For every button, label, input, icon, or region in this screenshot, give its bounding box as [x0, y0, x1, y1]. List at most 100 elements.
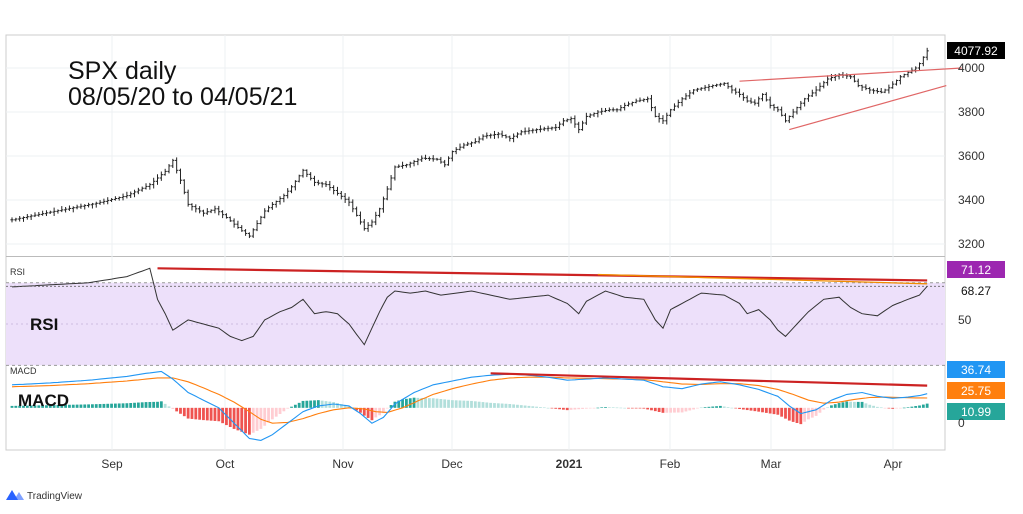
macd-histogram-bar [447, 399, 450, 408]
macd-divergence-line [490, 372, 928, 387]
macd-histogram-bar [776, 407, 780, 415]
macd-histogram-bar [228, 407, 232, 427]
price-bar [657, 112, 661, 123]
price-bar [871, 88, 876, 94]
macd-histogram-bar [366, 407, 370, 418]
price-bar [669, 108, 673, 118]
macd-histogram-bar [730, 407, 734, 409]
macd-histogram-bar [669, 407, 673, 413]
macd-histogram-bar [504, 403, 508, 408]
price-bar [236, 220, 240, 229]
macd-histogram-bar [359, 407, 362, 413]
price-bar [366, 222, 370, 232]
macd-histogram-bar [420, 397, 424, 408]
macd-histogram-bar [588, 407, 592, 409]
price-bar [397, 164, 401, 168]
price-bar [906, 70, 910, 78]
macd-histogram-bar [630, 407, 634, 409]
macd-histogram-bar [41, 405, 45, 408]
price-bar [868, 86, 872, 94]
macd-histogram-bar [833, 404, 837, 408]
price-bar [768, 96, 772, 109]
price-bar [152, 177, 156, 189]
macd-histogram-bar [581, 407, 584, 409]
signal-line-badge [947, 382, 1005, 399]
price-bar [431, 155, 435, 162]
price-bar [435, 157, 439, 161]
price-bar [155, 174, 160, 185]
macd-histogram-bar [190, 407, 194, 419]
macd-histogram-bar [875, 406, 879, 408]
price-bar [661, 115, 665, 124]
price-bar [860, 84, 864, 91]
macd-histogram-bar [906, 407, 910, 408]
macd-histogram-bar [879, 407, 883, 409]
macd-histogram-bar [64, 404, 68, 408]
rsi-last-value: 68.27 [961, 284, 991, 298]
price-bar [764, 92, 768, 102]
macd-histogram-bar [397, 400, 401, 408]
price-bar [550, 126, 554, 131]
macd-histogram-bar [496, 403, 500, 408]
macd-histogram-bar [856, 401, 860, 408]
macd-histogram-bar [918, 405, 921, 408]
price-bar [714, 83, 719, 87]
price-bar [680, 96, 684, 107]
price-bar [569, 116, 573, 124]
macd-histogram-bar [849, 401, 852, 408]
price-bar [757, 96, 761, 107]
macd-histogram-bar [347, 405, 351, 408]
macd-histogram-bar [764, 407, 768, 413]
price-bar [374, 211, 378, 226]
price-bar [534, 128, 539, 134]
price-bar [270, 202, 274, 210]
macd-histogram-bar [450, 400, 454, 408]
price-bar [201, 209, 206, 217]
price-bar [83, 204, 87, 210]
macd-histogram-bar [887, 407, 891, 409]
macd-histogram-bar [48, 405, 52, 408]
time-tick-label: Mar [761, 457, 782, 471]
price-bar [297, 174, 301, 183]
price-bar [649, 94, 654, 112]
macd-histogram-bar [657, 407, 661, 412]
macd-histogram-bar [18, 405, 22, 408]
chart-title-line1: SPX daily [68, 57, 177, 85]
price-bar [703, 84, 707, 91]
macd-histogram-bar [914, 406, 918, 408]
macd-histogram-bar [634, 407, 638, 409]
macd-histogram-bar [144, 402, 148, 408]
macd-histogram-bar [263, 407, 267, 426]
price-bar [580, 120, 585, 131]
macd-histogram-bar [339, 404, 343, 408]
macd-histogram-bar [79, 404, 83, 408]
macd-histogram-bar [703, 407, 707, 408]
price-bar [856, 78, 860, 88]
price-bar [477, 136, 481, 144]
price-bar [531, 128, 535, 134]
price-tick-label: 3800 [958, 105, 985, 119]
last-price-badge [947, 42, 1005, 59]
rsi-level-badge-text: 71.12 [961, 263, 991, 277]
macd-histogram-bar [431, 398, 435, 408]
price-bar [41, 210, 45, 216]
price-tick-label: 4000 [958, 61, 985, 75]
macd-histogram-bar [71, 404, 75, 408]
macd-histogram-bar [182, 407, 186, 417]
price-bar [224, 213, 229, 219]
macd-histogram-bar [814, 407, 818, 416]
macd-histogram-bar [309, 400, 313, 408]
price-bar [144, 183, 148, 190]
macd-histogram-bar [10, 405, 14, 408]
macd-histogram-bar [255, 407, 259, 431]
price-bar [469, 141, 474, 148]
price-bar [48, 210, 52, 214]
price-bar [542, 126, 546, 132]
macd-histogram-bar [248, 407, 251, 435]
axes: 3200 3400 3600 3800 4000 Sep Oct Nov Dec 2021 Feb M… [101, 61, 985, 471]
price-bar [182, 179, 186, 195]
macd-histogram-bar [542, 407, 546, 409]
price-bar [565, 118, 569, 123]
macd-histogram-bar [362, 407, 366, 416]
price-bar [584, 112, 588, 125]
